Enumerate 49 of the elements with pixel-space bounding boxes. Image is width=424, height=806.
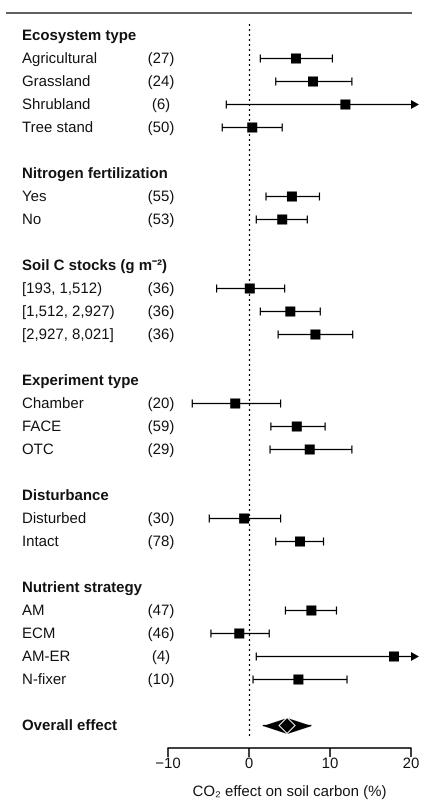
category-label: OTC (29) xyxy=(22,441,174,458)
category-label: Chamber (20) xyxy=(22,395,174,412)
category-label: [193, 1,512) (36) xyxy=(22,280,174,297)
point xyxy=(292,422,302,432)
category-label: FACE (59) xyxy=(22,418,174,435)
x-tick-label: 20 xyxy=(402,755,420,772)
point xyxy=(244,284,255,294)
point xyxy=(286,192,297,202)
y-tick-label: Ecosystem type xyxy=(22,27,136,44)
y-tick-label: Nutrient strategy xyxy=(22,579,143,596)
point xyxy=(310,330,320,340)
point xyxy=(293,674,304,684)
point xyxy=(230,398,240,408)
category-label: Grassland (24) xyxy=(22,73,174,90)
category-label: ECM (46) xyxy=(22,625,174,642)
category-label: Intact (78) xyxy=(22,533,174,550)
category-label: Shrubland (6) xyxy=(22,96,170,113)
category-label: AM-ER (4) xyxy=(22,648,170,665)
point xyxy=(277,214,288,224)
y-tick-label: Overall effect xyxy=(22,717,118,734)
y-tick-label: Soil C stocks (g m⁻²) xyxy=(22,257,168,274)
category-label: [1,512, 2,927) (36) xyxy=(22,303,174,320)
category-label: Disturbed (30) xyxy=(22,510,174,527)
point xyxy=(308,76,318,86)
point xyxy=(239,514,250,524)
x-axis-title: CO₂ effect on soil carbon (%) xyxy=(192,783,386,800)
y-tick-label: Experiment type xyxy=(22,372,139,389)
point xyxy=(234,628,244,638)
point xyxy=(340,100,350,110)
category-label: AM (47) xyxy=(22,602,174,619)
point xyxy=(295,536,306,546)
category-label: Agricultural (27) xyxy=(22,50,174,67)
category-label: Yes (55) xyxy=(22,188,174,205)
y-tick-label: Disturbance xyxy=(22,487,109,504)
y-tick-label: Nitrogen fertilization xyxy=(22,165,168,182)
point xyxy=(278,717,296,734)
category-label: [2,927, 8,021] (36) xyxy=(22,326,174,343)
category-label: N-fixer (10) xyxy=(22,671,174,688)
point xyxy=(290,54,301,64)
point xyxy=(306,606,316,616)
x-tick-label: −10 xyxy=(155,755,181,772)
point xyxy=(304,444,315,454)
point xyxy=(285,306,296,316)
category-label: Tree stand (50) xyxy=(22,119,174,136)
x-tick-label: 10 xyxy=(322,755,338,772)
x-tick-label: 0 xyxy=(244,755,254,772)
category-label: No (53) xyxy=(22,211,174,228)
point xyxy=(247,122,258,132)
point xyxy=(388,652,399,662)
